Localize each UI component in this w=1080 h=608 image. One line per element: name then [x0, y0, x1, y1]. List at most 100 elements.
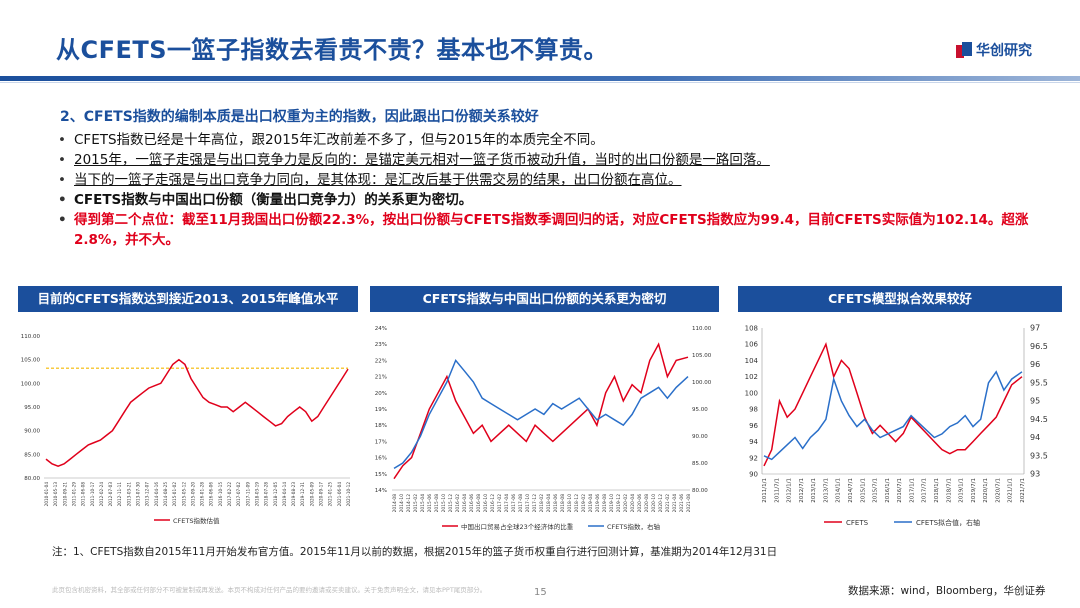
x-tick-label: 2018-04	[546, 494, 552, 513]
y-tick-label-left: 23%	[375, 342, 387, 348]
y-tick-label-left: 90	[749, 471, 758, 479]
x-tick-label: 2020-09-17	[319, 482, 324, 507]
x-tick-label: 2015-12	[448, 494, 454, 513]
x-tick-label: 2017/7/1	[922, 478, 928, 503]
series-line-fit	[763, 370, 1023, 461]
x-tick-label: 2015-09-20	[190, 482, 195, 507]
x-tick-label: 2019/1/1	[959, 478, 965, 503]
y-tick-label-left: 22%	[375, 358, 387, 364]
x-tick-label: 2018/1/1	[934, 478, 940, 503]
bullet-item-highlight: 得到第二个点位：截至11月我国出口份额22.3%，按出口份额与CFETS指数季调…	[58, 210, 1048, 250]
footnote: 注：1、CFETS指数自2015年11月开始发布官方值。2015年11月以前的数…	[52, 546, 778, 558]
x-tick-label: 2016/7/1	[897, 478, 903, 503]
page-number: 15	[534, 587, 547, 598]
x-tick-label: 2020-08	[644, 494, 650, 513]
x-tick-label: 2020-02	[623, 494, 629, 513]
chart2-svg: 24% 23% 22% 21% 20% 19% 18% 17% 16% 15% 14% 110.00 1…	[375, 326, 712, 531]
y-tick-label: 80.00	[24, 476, 40, 482]
x-tick-label: 2021-06	[679, 494, 685, 513]
y-tick-label-left: 24%	[375, 326, 387, 332]
x-tick-label: 2015-04	[420, 494, 426, 513]
y-tick-label-right: 96	[1030, 360, 1040, 369]
x-tick-label: 2021-02	[665, 494, 671, 513]
page-title: 从CFETS一篮子指数去看贵不贵？基本也不算贵。	[56, 36, 609, 64]
x-tick-label: 2010-01-04	[44, 482, 49, 507]
x-tick-label: 2017-12	[532, 494, 538, 513]
y-tick-label-left: 104	[745, 357, 759, 365]
y-tick-label: 105.00	[21, 358, 41, 364]
x-tick-label: 2013-12-07	[145, 482, 150, 507]
x-tick-label: 2011-01-29	[71, 482, 76, 507]
x-tick-label: 2015-02	[413, 494, 419, 513]
y-tick-label-left: 14%	[375, 488, 387, 494]
x-tick-label: 2013-03-21	[126, 482, 131, 507]
x-tick-label: 2016-06	[469, 494, 475, 513]
x-tick-label: 2016-01-28	[200, 482, 205, 507]
y-tick-label-right: 105.00	[692, 353, 712, 359]
x-tick-label: 2018-08	[560, 494, 566, 513]
x-tick-label: 2014/7/1	[848, 478, 854, 503]
bullet-item: 2015年，一篮子走强是与出口竞争力是反向的：是锚定美元相对一篮子货币被动升值，…	[58, 150, 1048, 170]
x-tick-label: 2015-06	[427, 494, 433, 513]
y-tick-label-right: 94.5	[1030, 415, 1048, 424]
y-tick-label-left: 92	[749, 454, 758, 462]
x-tick-label: 2019-10	[609, 494, 615, 513]
x-tick-label: 2014-12	[406, 494, 412, 513]
x-tick-label: 2011/7/1	[774, 478, 780, 503]
x-tick-label: 2017-02	[497, 494, 503, 513]
x-tick-label: 2013/1/1	[811, 478, 817, 503]
x-tick-label: 2017-11-09	[245, 482, 250, 507]
x-tick-label: 2021-04	[672, 494, 678, 513]
y-tick-label-left: 100	[745, 389, 758, 397]
bullet-item: 当下的一篮子走强是与出口竞争力同向，是其体现：是汇改后基于供需交易的结果，出口份…	[58, 170, 1048, 190]
x-tick-label: 2019-04	[588, 494, 594, 513]
header-divider	[0, 76, 1080, 81]
legend-label: 中国出口贸易占全球23个经济体的比重	[461, 522, 574, 531]
x-tick-label: 2012/7/1	[799, 478, 805, 503]
x-tick-label: 2017-06	[511, 494, 517, 513]
x-tick-label: 2010-05-13	[53, 482, 58, 507]
company-logo: 华创研究	[956, 40, 1032, 60]
x-tick-label: 2019-12-31	[300, 482, 305, 507]
x-tick-label: 2021/1/1	[1008, 478, 1014, 503]
bullet-item: CFETS指数与中国出口份额（衡量出口竞争力）的关系更为密切。	[58, 190, 1048, 210]
y-tick-label-left: 108	[745, 325, 758, 333]
y-tick-label-right: 94	[1030, 433, 1040, 442]
y-tick-label-left: 98	[749, 406, 758, 414]
y-tick-label-left: 102	[745, 373, 758, 381]
x-tick-label: 2015/1/1	[860, 478, 866, 503]
x-tick-label: 2019-06	[595, 494, 601, 513]
x-tick-label: 2017-10	[525, 494, 531, 513]
x-tick-label: 2019-08-23	[291, 482, 296, 507]
x-tick-label: 2019/7/1	[971, 478, 977, 503]
disclaimer: 此页包含机密资料，其全部或任何部分不可被复制或再发送。本页不构成对任何产品的要约…	[52, 586, 487, 594]
x-tick-label: 2016-08	[476, 494, 482, 513]
y-tick-label: 90.00	[24, 429, 40, 435]
y-tick-label-left: 96	[749, 422, 758, 430]
bullet-list: CFETS指数已经是十年高位，跟2015年汇改前差不多了，但与2015年的本质完…	[58, 130, 1048, 250]
y-tick-label-right: 95.5	[1030, 378, 1048, 387]
series-line-cfets	[393, 358, 689, 470]
chart3-svg: 108 106 104 102 100 98 96 94 92 90 97 96.5 96 95.5 95 9…	[745, 324, 1048, 528]
legend-label: CFETS拟合值，右轴	[916, 518, 980, 527]
x-tick-label: 2011-10-17	[90, 482, 95, 507]
x-tick-label: 2016/1/1	[885, 478, 891, 503]
series-line-cfets	[763, 341, 1023, 467]
y-tick-label-left: 94	[749, 438, 758, 446]
x-tick-label: 2018/7/1	[946, 478, 952, 503]
x-tick-label: 2012-07-03	[108, 482, 113, 507]
x-tick-label: 2015-05-12	[181, 482, 186, 507]
y-tick-label: 85.00	[24, 452, 40, 458]
chart1-container: 110.00 105.00 100.00 95.00 90.00 85.00 80.00 2…	[18, 318, 358, 542]
legend-label: CFETS指数，右轴	[607, 522, 660, 531]
y-tick-label-right: 80.00	[692, 488, 708, 494]
chart1-header: 目前的CFETS指数达到接近2013、2015年峰值水平	[18, 286, 358, 312]
x-tick-label: 2013/7/1	[823, 478, 829, 503]
x-tick-label: 2020/7/1	[995, 478, 1001, 503]
x-tick-label: 2014-08	[392, 494, 398, 513]
x-tick-label: 2021-10-12	[346, 482, 351, 507]
x-tick-label: 2020-04	[630, 494, 636, 513]
section-heading: 2、CFETS指数的编制本质是出口权重为主的指数，因此跟出口份额关系较好	[60, 109, 539, 125]
data-source: 数据来源：wind，Bloomberg，华创证券	[848, 585, 1046, 597]
y-tick-label-right: 95.00	[692, 407, 708, 413]
